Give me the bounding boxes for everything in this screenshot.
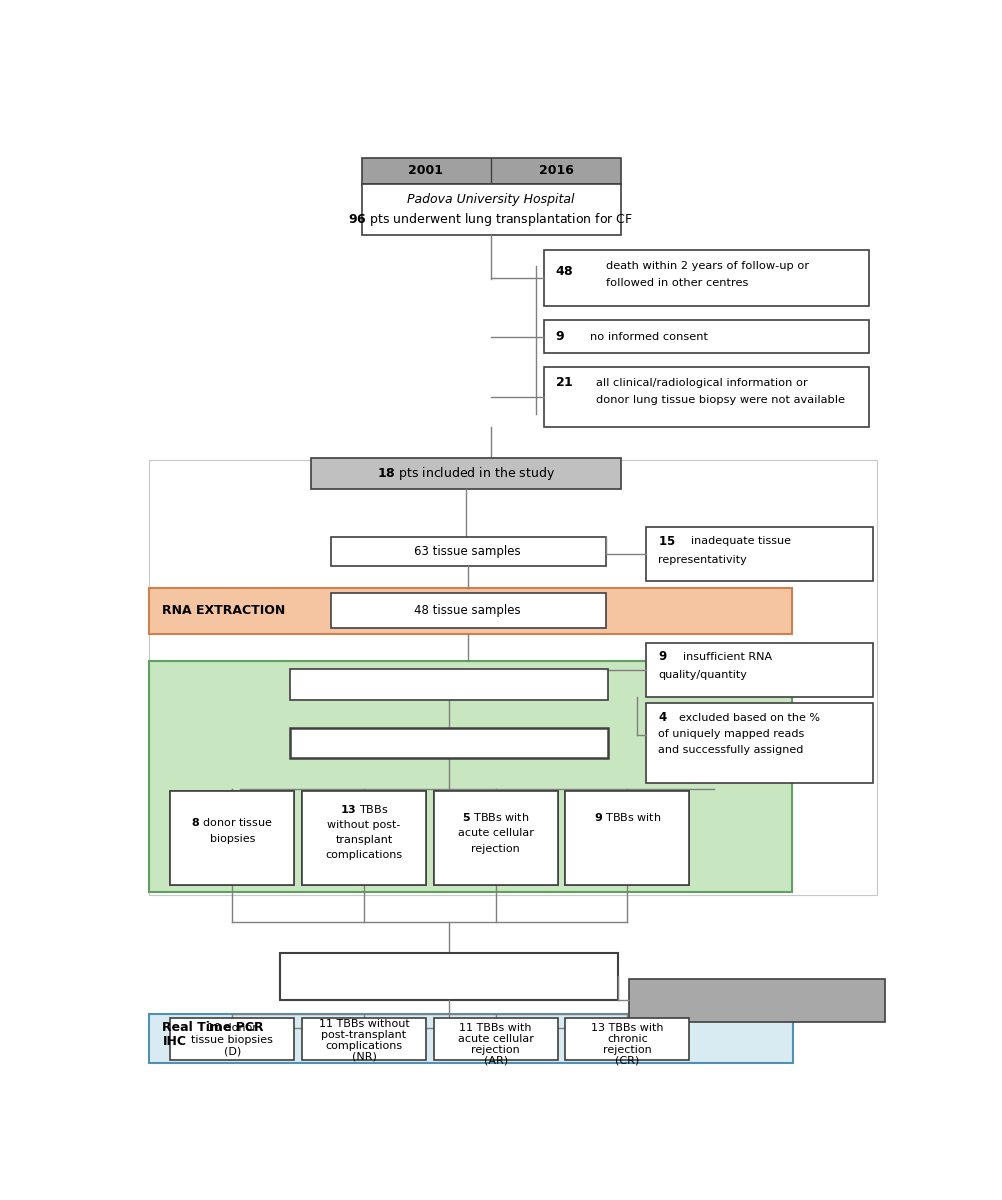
Text: quality/quantity: quality/quantity <box>658 671 747 680</box>
FancyBboxPatch shape <box>565 1018 689 1061</box>
FancyBboxPatch shape <box>148 661 792 893</box>
FancyBboxPatch shape <box>544 319 870 354</box>
Text: (D): (D) <box>223 1046 240 1056</box>
Text: 11 TBBs without: 11 TBBs without <box>319 1019 410 1030</box>
Text: $\mathbf{5}$ TBBs with: $\mathbf{5}$ TBBs with <box>462 811 529 823</box>
Text: biopsies: biopsies <box>209 834 255 844</box>
FancyBboxPatch shape <box>434 1018 558 1061</box>
FancyBboxPatch shape <box>362 184 621 235</box>
Text: $\mathbf{48}$: $\mathbf{48}$ <box>555 264 574 277</box>
Text: of uniquely mapped reads: of uniquely mapped reads <box>658 728 805 739</box>
Text: complications: complications <box>326 1040 403 1051</box>
FancyBboxPatch shape <box>170 791 295 884</box>
Text: chronic: chronic <box>607 1033 648 1044</box>
FancyBboxPatch shape <box>646 643 873 697</box>
FancyBboxPatch shape <box>434 791 558 884</box>
FancyBboxPatch shape <box>565 791 689 884</box>
FancyBboxPatch shape <box>291 727 608 758</box>
Text: no informed consent: no informed consent <box>590 331 708 342</box>
Text: (NR): (NR) <box>352 1051 377 1062</box>
Text: tissue biopsies: tissue biopsies <box>191 1034 274 1044</box>
FancyBboxPatch shape <box>291 670 608 700</box>
Text: IHC: IHC <box>162 1034 186 1048</box>
Text: rejection: rejection <box>603 1044 652 1055</box>
Text: 11 TBBs with: 11 TBBs with <box>460 1022 532 1033</box>
Text: RNA EXTRACTION: RNA EXTRACTION <box>162 604 286 617</box>
Text: insufficient RNA: insufficient RNA <box>683 652 773 662</box>
Text: rejection: rejection <box>471 845 520 854</box>
Text: representativity: representativity <box>658 554 747 565</box>
Text: followed in other centres: followed in other centres <box>606 277 748 288</box>
FancyBboxPatch shape <box>629 979 885 1022</box>
Text: $\mathbf{8}$ donor tissue: $\mathbf{8}$ donor tissue <box>191 816 273 828</box>
Text: without post-: without post- <box>328 820 401 829</box>
Text: death within 2 years of follow-up or: death within 2 years of follow-up or <box>606 260 809 271</box>
Text: (AR): (AR) <box>484 1055 508 1066</box>
Text: $\mathbf{15}$: $\mathbf{15}$ <box>658 535 676 548</box>
FancyBboxPatch shape <box>544 367 870 427</box>
Text: 13 TBBs with: 13 TBBs with <box>591 1022 663 1033</box>
Text: $\mathbf{4}$: $\mathbf{4}$ <box>658 712 668 724</box>
FancyBboxPatch shape <box>312 458 621 488</box>
FancyBboxPatch shape <box>646 528 873 581</box>
FancyBboxPatch shape <box>302 1018 426 1061</box>
Text: 2016: 2016 <box>539 164 573 178</box>
Text: $\mathbf{9}$: $\mathbf{9}$ <box>555 330 565 343</box>
Text: acute cellular: acute cellular <box>458 828 534 838</box>
FancyBboxPatch shape <box>565 791 689 884</box>
Text: 63 tissue samples: 63 tissue samples <box>415 545 521 558</box>
Text: $\mathbf{9}$ TBBs with: $\mathbf{9}$ TBBs with <box>594 811 661 823</box>
FancyBboxPatch shape <box>281 953 618 1001</box>
FancyBboxPatch shape <box>362 158 621 184</box>
FancyBboxPatch shape <box>544 251 870 306</box>
Text: Real Time PCR: Real Time PCR <box>162 1021 265 1034</box>
Text: Padova University Hospital: Padova University Hospital <box>407 193 575 206</box>
FancyBboxPatch shape <box>170 791 295 884</box>
Text: $\mathbf{18}$ pts included in the study: $\mathbf{18}$ pts included in the study <box>377 466 555 482</box>
Text: $\mathbf{21}$: $\mathbf{21}$ <box>555 376 574 389</box>
Text: $\mathbf{96}$ pts underwent lung transplantation for CF: $\mathbf{96}$ pts underwent lung transpl… <box>349 211 633 228</box>
FancyBboxPatch shape <box>148 1014 794 1063</box>
Text: donor lung tissue biopsy were not available: donor lung tissue biopsy were not availa… <box>596 395 846 404</box>
FancyBboxPatch shape <box>302 791 426 884</box>
Text: rejection: rejection <box>471 1044 520 1055</box>
Text: $\mathbf{9}$: $\mathbf{9}$ <box>658 650 668 664</box>
FancyBboxPatch shape <box>646 703 873 784</box>
Text: complications: complications <box>326 851 403 860</box>
FancyBboxPatch shape <box>148 588 792 634</box>
Text: 10 donor: 10 donor <box>207 1022 258 1033</box>
Text: inadequate tissue: inadequate tissue <box>691 536 791 546</box>
Text: 2001: 2001 <box>409 164 444 178</box>
Text: 48 tissue samples: 48 tissue samples <box>415 604 521 617</box>
Text: $\mathbf{13}$ TBBs: $\mathbf{13}$ TBBs <box>340 803 388 815</box>
Text: post-transplant: post-transplant <box>322 1030 407 1040</box>
FancyBboxPatch shape <box>434 791 558 884</box>
FancyBboxPatch shape <box>331 593 606 629</box>
FancyBboxPatch shape <box>302 791 426 884</box>
Text: (CR): (CR) <box>615 1055 639 1066</box>
Text: all clinical/radiological information or: all clinical/radiological information or <box>596 378 809 388</box>
FancyBboxPatch shape <box>148 460 877 895</box>
Text: acute cellular: acute cellular <box>458 1033 534 1044</box>
FancyBboxPatch shape <box>170 1018 295 1061</box>
FancyBboxPatch shape <box>331 536 606 566</box>
Text: excluded based on the %: excluded based on the % <box>679 713 821 722</box>
Text: and successfully assigned: and successfully assigned <box>658 745 804 755</box>
Text: transplant: transplant <box>336 835 393 845</box>
